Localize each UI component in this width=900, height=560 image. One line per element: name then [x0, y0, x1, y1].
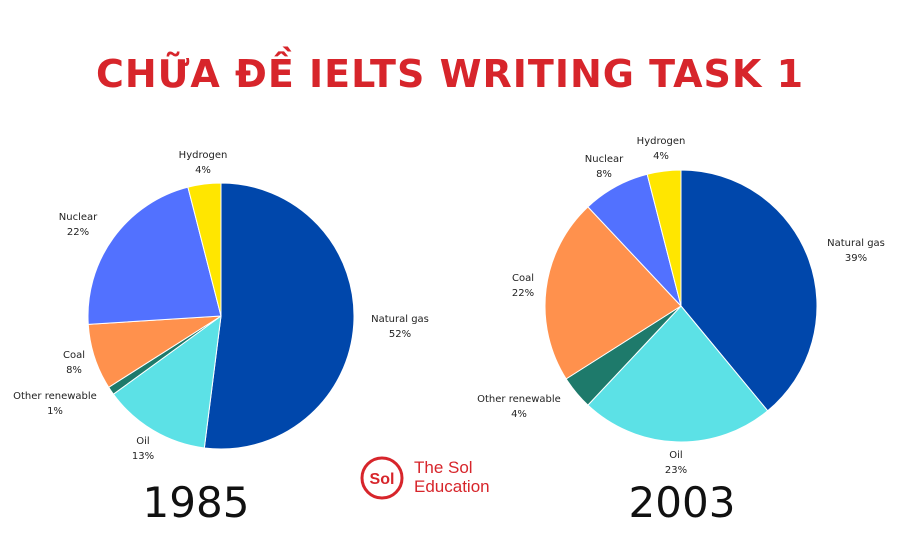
slice-value-natural-gas: 39%	[845, 253, 867, 264]
pie-slice-oil	[112, 314, 222, 449]
pie-slice-hydrogen	[646, 169, 682, 307]
logo-mark-text: Sol	[370, 471, 395, 488]
pie-slice-natural-gas	[680, 169, 818, 412]
slice-label-nuclear: Nuclear	[59, 212, 98, 223]
slice-value-other-renewable: 1%	[47, 406, 63, 417]
year-label-1985: 1985	[142, 478, 250, 527]
slice-value-coal: 8%	[66, 365, 82, 376]
logo-line1: The Sol	[414, 458, 473, 477]
pie-slice-coal	[544, 206, 682, 380]
year-label-2003: 2003	[628, 478, 736, 527]
logo-line2: Education	[414, 477, 490, 496]
slice-label-coal: Coal	[512, 273, 534, 284]
pie-slice-oil	[587, 305, 769, 443]
slice-value-coal: 22%	[512, 288, 534, 299]
slice-label-natural-gas: Natural gas	[371, 314, 429, 325]
slice-label-nuclear: Nuclear	[585, 154, 624, 165]
slice-label-natural-gas: Natural gas	[827, 238, 885, 249]
page-title: CHỮA ĐỀ IELTS WRITING TASK 1	[95, 52, 805, 96]
pie-1985: Natural gas 52% Oil 13% Other renewable 1% Coa…	[13, 150, 429, 462]
slice-value-hydrogen: 4%	[653, 151, 669, 162]
slice-value-nuclear: 22%	[67, 227, 89, 238]
slice-label-other-renewable: Other renewable	[477, 394, 561, 405]
slice-label-coal: Coal	[63, 350, 85, 361]
slice-value-nuclear: 8%	[596, 169, 612, 180]
slice-value-other-renewable: 4%	[511, 409, 527, 420]
slice-label-other-renewable: Other renewable	[13, 391, 97, 402]
slice-value-oil: 23%	[665, 465, 687, 476]
pie-slice-hydrogen	[187, 182, 222, 317]
slice-label-hydrogen: Hydrogen	[637, 136, 686, 147]
brand-logo: Sol The Sol Education	[356, 453, 526, 503]
pie-slice-natural-gas	[203, 182, 355, 450]
sol-logo-icon: Sol	[360, 456, 404, 500]
pie-slice-nuclear	[87, 186, 222, 325]
slice-value-hydrogen: 4%	[195, 165, 211, 176]
slice-label-oil: Oil	[136, 436, 149, 447]
slice-label-oil: Oil	[669, 450, 682, 461]
slice-value-natural-gas: 52%	[389, 329, 411, 340]
pie-2003: Natural gas 39% Oil 23% Other renewable 4% Coa…	[477, 136, 885, 476]
slice-label-hydrogen: Hydrogen	[179, 150, 228, 161]
slice-value-oil: 13%	[132, 451, 154, 462]
